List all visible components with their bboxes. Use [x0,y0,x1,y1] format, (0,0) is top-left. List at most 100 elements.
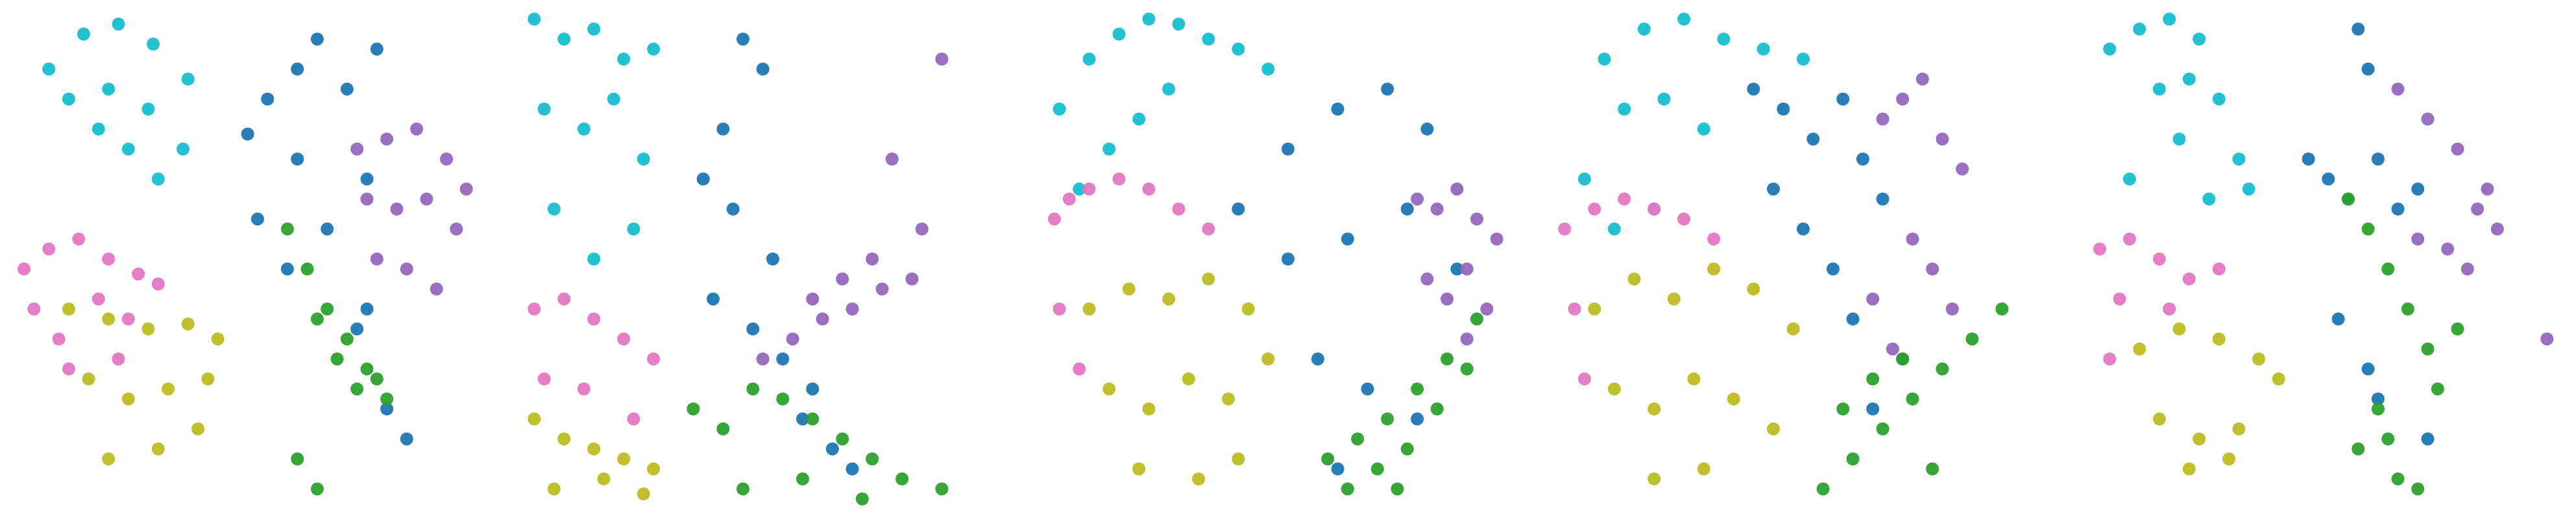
point [1082,53,1096,66]
point-series [2093,232,2226,365]
point-series [1047,172,1215,376]
point [2431,382,2444,396]
point [2163,12,2176,26]
point [2182,72,2196,86]
point [587,253,601,265]
point [2490,222,2504,236]
point-series [528,412,661,500]
point [1647,472,1661,486]
point [450,222,463,236]
point [181,72,195,86]
point [1232,42,1245,56]
point [121,312,135,326]
point [2193,32,2206,46]
point [1470,212,1484,226]
point [1846,312,1860,326]
point [577,122,590,136]
point [1816,482,1830,496]
scatter-panel [1558,12,2009,496]
point [1331,103,1344,116]
point [607,92,620,106]
point [577,382,590,396]
point [1677,212,1691,226]
point [2361,362,2375,376]
point [2361,222,2375,236]
point-series [1411,182,1503,346]
point [77,27,90,41]
point [1747,282,1760,296]
point [597,472,611,486]
point [1995,302,2009,315]
point [1588,302,1601,315]
point [547,482,561,496]
point [806,382,820,396]
point [1261,62,1275,76]
point [1876,422,1889,436]
point-series [280,222,394,496]
point-series [2391,82,2554,346]
point [1052,103,1066,116]
point [617,53,631,66]
point [1112,27,1126,41]
point [310,482,324,496]
point [1420,272,1434,286]
point [2391,203,2405,216]
point [647,42,661,56]
point [1132,112,1146,126]
point-series [1816,302,2009,496]
point [707,292,720,306]
point [647,462,661,476]
point [1956,162,1969,176]
point [310,312,324,326]
point-series [528,12,661,265]
point-series [696,32,859,476]
point [1797,53,1810,66]
point [1222,392,1235,406]
point [1202,222,1215,236]
point-series [2133,322,2285,476]
point [866,452,879,465]
point-series [42,18,195,186]
point [42,62,56,76]
point [1122,282,1136,296]
point [806,292,820,306]
point [1460,262,1474,276]
point [261,92,274,106]
point [300,262,314,276]
point [836,432,849,446]
point [1311,352,1324,365]
point [141,103,155,116]
point [1331,462,1344,476]
point [617,452,631,465]
point [2351,22,2365,36]
point [1647,402,1661,415]
point [2182,272,2196,286]
point [885,153,899,166]
point [459,182,473,196]
point [1400,442,1414,456]
point [340,332,354,346]
point [2341,192,2355,206]
point [1697,122,1710,136]
point [2252,352,2266,365]
point [1420,122,1434,136]
point [400,432,413,446]
point [380,392,394,406]
point [1082,302,1096,315]
point [637,487,650,500]
point [776,392,790,406]
point [420,192,433,206]
point [935,482,949,496]
point [647,352,661,365]
point [1182,372,1195,386]
point [2461,262,2474,276]
point [2133,22,2146,36]
point [2222,452,2236,465]
point [1756,42,1770,56]
point-series [241,32,413,446]
point-series [528,292,661,426]
point [915,222,929,236]
point [1558,222,1572,236]
point [786,332,799,346]
point [1618,103,1631,116]
